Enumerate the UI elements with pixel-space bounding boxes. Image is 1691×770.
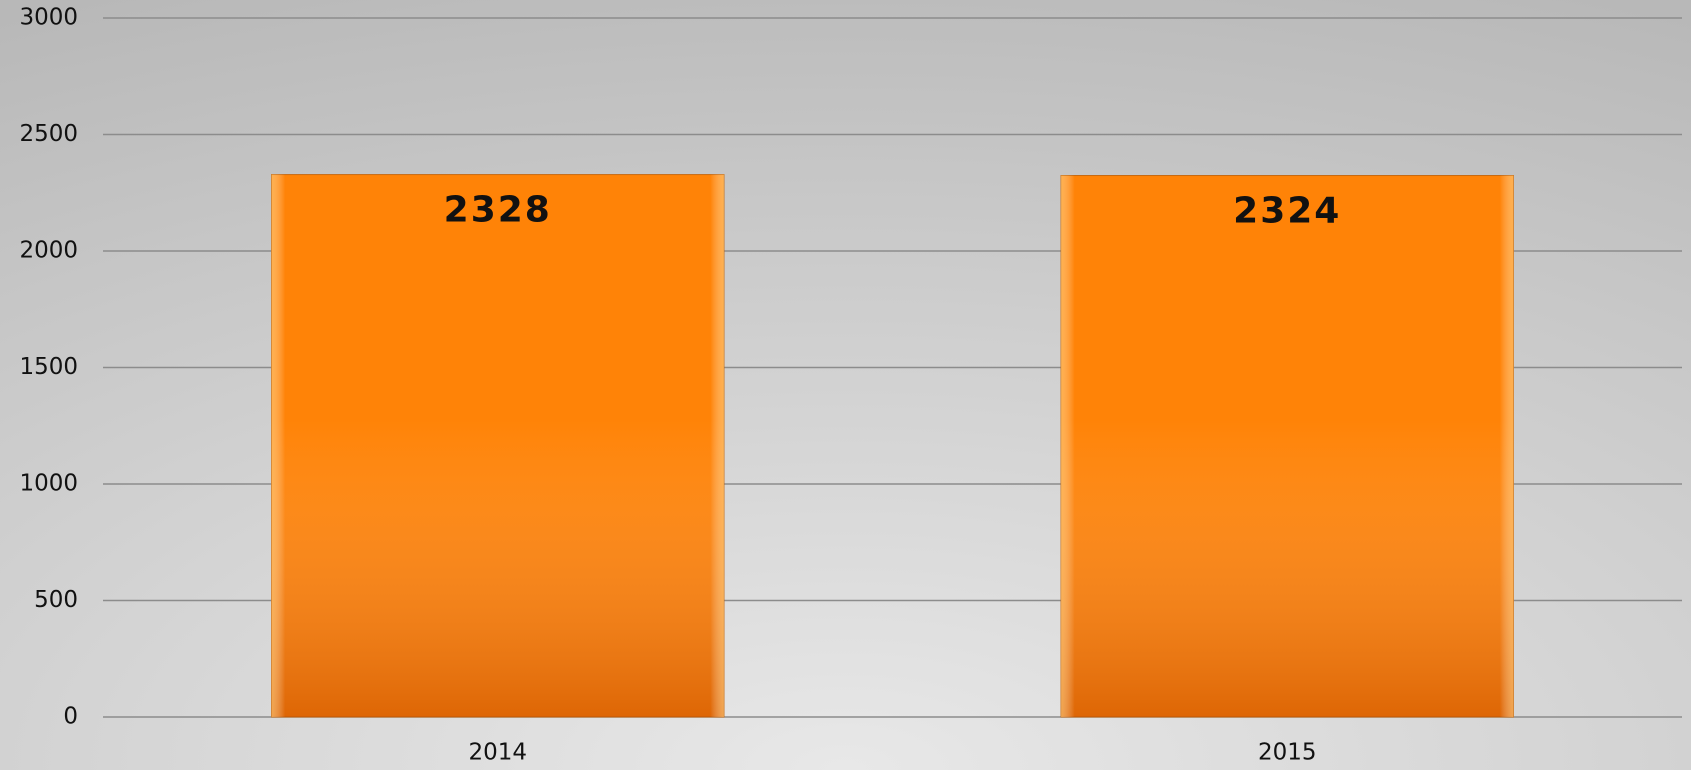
bar-edge (1061, 175, 1514, 717)
y-tick-label: 2500 (19, 121, 78, 147)
y-tick-label: 1500 (19, 354, 78, 380)
y-tick-label: 3000 (19, 5, 78, 31)
y-tick-label: 2000 (19, 238, 78, 264)
value-label: 2324 (1233, 191, 1341, 232)
y-tick-label: 0 (63, 704, 78, 730)
y-tick-label: 500 (34, 587, 78, 613)
y-tick-label: 1000 (19, 471, 78, 497)
value-label: 2328 (444, 190, 552, 231)
bar-edge (271, 174, 724, 718)
x-tick-label: 2014 (468, 740, 527, 766)
x-tick-label: 2015 (1258, 740, 1317, 766)
